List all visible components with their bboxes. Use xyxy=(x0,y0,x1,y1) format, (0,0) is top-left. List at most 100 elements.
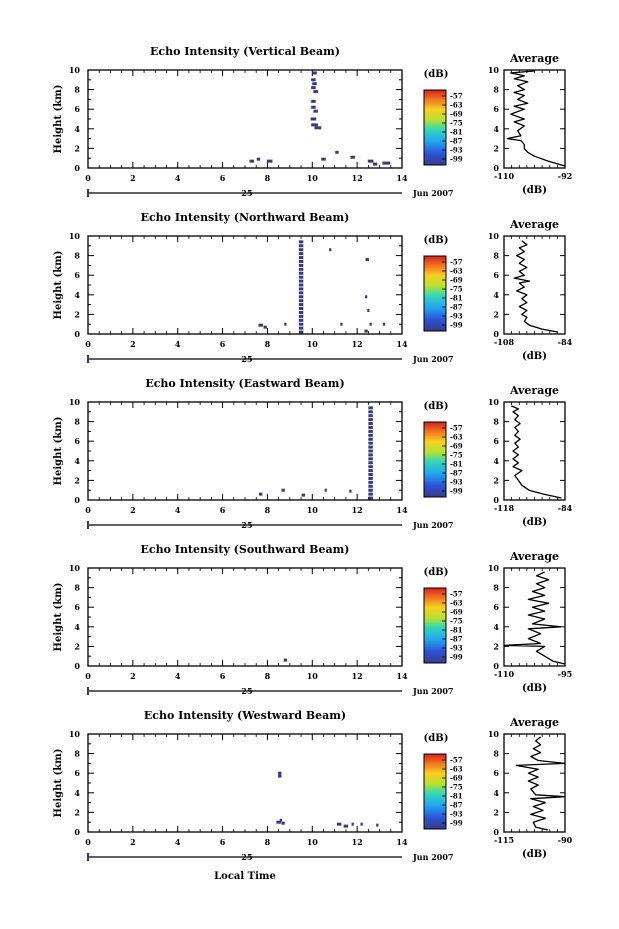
avg-y-tick-label: 8 xyxy=(493,583,499,593)
colorbar-tick-label: -63 xyxy=(450,433,463,442)
colorbar-tick-label: -87 xyxy=(450,469,463,478)
echo-cell xyxy=(368,496,373,500)
echo-cell xyxy=(368,429,373,433)
avg-y-tick-label: 2 xyxy=(493,309,499,319)
avg-y-tick-label: 6 xyxy=(493,436,499,446)
avg-y-tick-label: 0 xyxy=(493,495,499,505)
x-tick-label: 12 xyxy=(352,837,363,847)
y-tick-label: 4 xyxy=(74,622,80,632)
date-tick-label: 25 xyxy=(241,354,252,364)
echo-cell xyxy=(312,71,317,75)
echo-cell xyxy=(360,822,363,826)
echo-cell xyxy=(368,461,373,465)
echo-cell xyxy=(368,410,373,414)
x-tick-label: 0 xyxy=(85,837,91,847)
echo-cell xyxy=(368,476,373,480)
y-tick-label: 2 xyxy=(74,143,80,153)
average-xlabel: (dB) xyxy=(522,683,547,694)
echo-cell xyxy=(367,308,370,312)
colorbar-tick-label: -81 xyxy=(450,128,463,137)
echo-cell xyxy=(298,244,304,248)
avg-x-tick-label: -92 xyxy=(558,171,572,181)
x-tick-label: 14 xyxy=(396,173,408,183)
y-tick-label: 4 xyxy=(74,456,80,466)
echo-cell xyxy=(276,820,281,824)
echo-cell xyxy=(364,329,368,333)
colorbar-unit: (dB) xyxy=(424,567,449,578)
avg-y-tick-label: 0 xyxy=(493,661,499,671)
colorbar-tick-label: -75 xyxy=(450,783,463,792)
echo-cell xyxy=(368,484,373,488)
echo-cell xyxy=(368,473,373,477)
panel-title: Echo Intensity (Eastward Beam) xyxy=(145,377,344,390)
colorbar-tick-label: -93 xyxy=(450,478,463,487)
avg-x-tick-label: -108 xyxy=(494,337,514,347)
avg-y-tick-label: 0 xyxy=(493,163,499,173)
colorbar-tick-label: -87 xyxy=(450,303,463,312)
x-tick-label: 6 xyxy=(220,671,226,681)
echo-cell xyxy=(298,310,304,314)
echo-cell xyxy=(368,437,373,441)
average-title: Average xyxy=(509,550,559,563)
plot-frame xyxy=(87,567,403,667)
x-tick-label: 14 xyxy=(396,837,408,847)
avg-y-tick-label: 4 xyxy=(493,290,499,300)
y-tick-label: 0 xyxy=(74,163,80,173)
panel-title: Echo Intensity (Northward Beam) xyxy=(141,211,350,224)
echo-cell xyxy=(298,271,304,275)
x-tick-label: 14 xyxy=(396,339,408,349)
echo-cell xyxy=(298,291,304,295)
avg-y-tick-label: 10 xyxy=(488,397,500,407)
y-tick-label: 4 xyxy=(74,290,80,300)
avg-y-tick-label: 8 xyxy=(493,417,499,427)
y-tick-label: 8 xyxy=(74,417,80,427)
y-tick-label: 6 xyxy=(74,602,80,612)
colorbar-tick-label: -81 xyxy=(450,792,463,801)
echo-cell xyxy=(369,322,372,326)
average-xlabel: (dB) xyxy=(522,517,547,528)
x-tick-label: 8 xyxy=(265,339,271,349)
y-tick-label: 8 xyxy=(74,85,80,95)
avg-y-tick-label: 10 xyxy=(488,729,500,739)
avg-x-tick-label: -110 xyxy=(494,171,514,181)
echo-cell xyxy=(368,488,373,492)
x-tick-label: 2 xyxy=(130,505,136,515)
colorbar-tick-label: -57 xyxy=(450,92,463,101)
echo-cell xyxy=(368,469,373,473)
x-tick-label: 8 xyxy=(265,505,271,515)
date-tick-label: 25 xyxy=(241,686,252,696)
y-tick-label: 0 xyxy=(74,661,80,671)
x-tick-label: 2 xyxy=(130,339,136,349)
avg-y-tick-label: 8 xyxy=(493,85,499,95)
colorbar xyxy=(423,421,447,498)
y-tick-label: 2 xyxy=(74,309,80,319)
avg-y-tick-label: 4 xyxy=(493,788,499,798)
date-tick-label: 25 xyxy=(241,188,252,198)
x-tick-label: 14 xyxy=(396,671,408,681)
colorbar-tick-label: -99 xyxy=(450,321,463,330)
echo-cell xyxy=(298,240,304,244)
echo-cell xyxy=(368,445,373,449)
colorbar-tick-label: -75 xyxy=(450,285,463,294)
average-profile-line xyxy=(513,240,558,333)
x-tick-label: 12 xyxy=(352,173,363,183)
echo-cell xyxy=(284,322,287,326)
colorbar-unit: (dB) xyxy=(424,69,449,80)
y-tick-label: 8 xyxy=(74,749,80,759)
x-tick-label: 10 xyxy=(307,671,319,681)
colorbar-tick-label: -81 xyxy=(450,460,463,469)
echo-cell xyxy=(368,422,373,426)
panel-4: Echo Intensity (Southward Beam) 0 2 4 6 8 10 0 2… xyxy=(53,543,572,696)
y-tick-label: 4 xyxy=(74,788,80,798)
echo-cell xyxy=(311,86,316,90)
y-tick-label: 2 xyxy=(74,475,80,485)
avg-y-tick-label: 6 xyxy=(493,768,499,778)
average-xlabel: (dB) xyxy=(522,351,547,362)
colorbar-tick-label: -99 xyxy=(450,819,463,828)
date-label: Jun 2007 xyxy=(412,188,453,198)
colorbar-tick-label: -75 xyxy=(450,451,463,460)
echo-cell xyxy=(298,287,304,291)
colorbar-unit: (dB) xyxy=(424,733,449,744)
date-label: Jun 2007 xyxy=(412,686,453,696)
y-tick-label: 10 xyxy=(69,563,81,573)
